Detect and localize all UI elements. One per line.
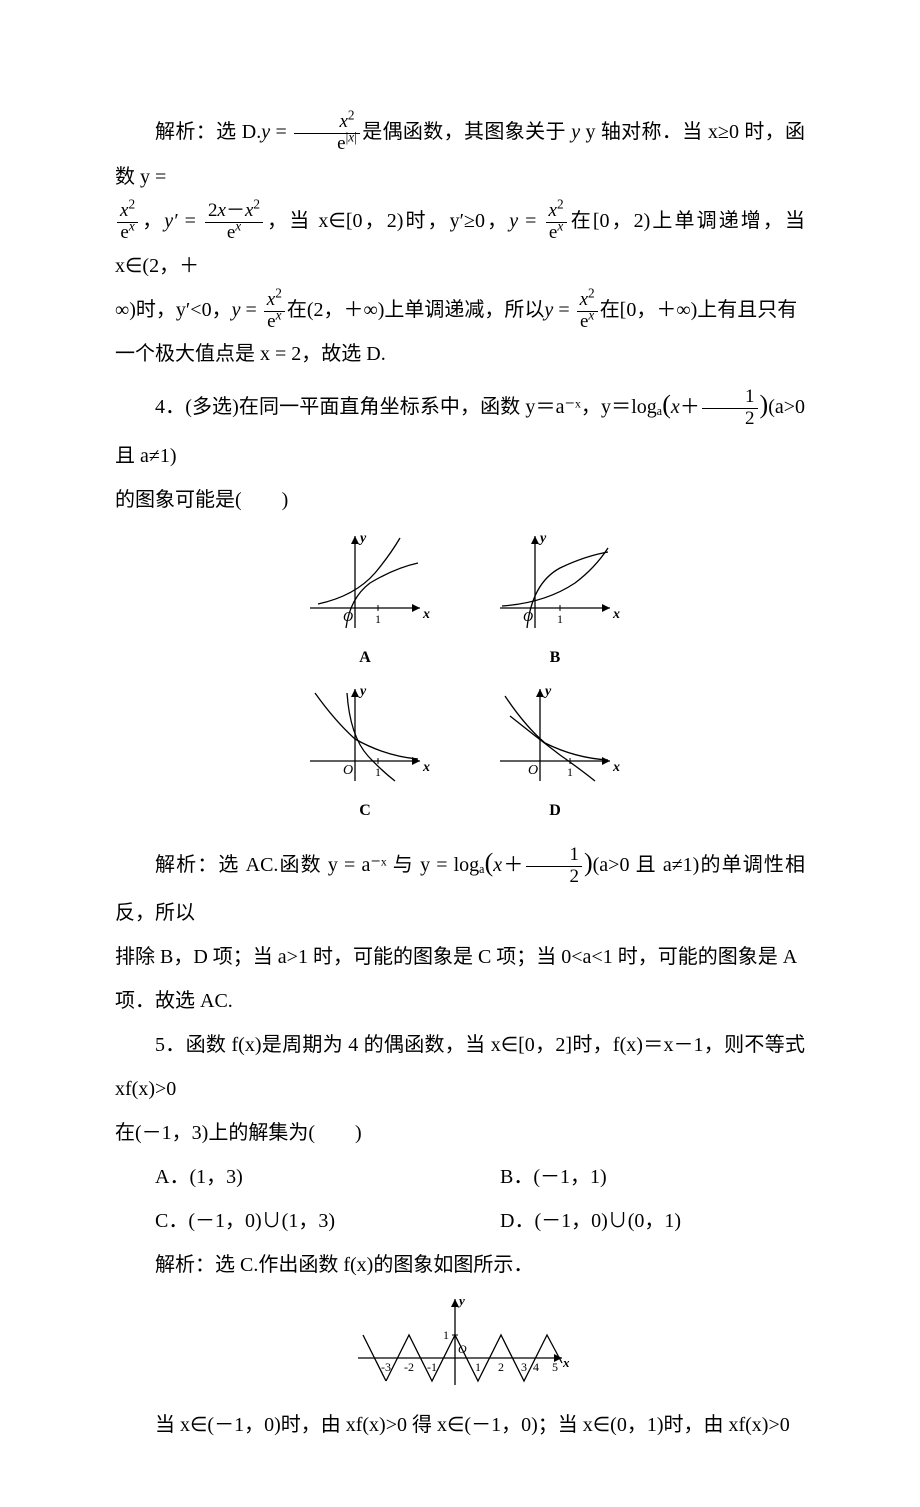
q4-analysis-line1: 解析：选 AC.函数 y = a⁻ˣ 与 y = logₐ(x＋12)(a>0 …	[115, 834, 805, 935]
svg-text:1: 1	[375, 612, 381, 626]
fraction-x2-ex-4: x2ex	[577, 290, 598, 333]
q5-analysis-prefix: 解析：选 C.	[155, 1254, 258, 1276]
q3-analysis-line4: 一个极大值点是 x = 2，故选 D.	[115, 332, 805, 376]
q5-stem-line1: 5．函数 f(x)是周期为 4 的偶函数，当 x∈[0，2]时，f(x)＝x－1…	[115, 1023, 805, 1111]
svg-text:5: 5	[552, 1360, 558, 1374]
q3-analysis-prefix: 解析：选 D.	[155, 121, 261, 143]
q5-stem-line2: 在(－1，3)上的解集为( )	[115, 1111, 805, 1155]
svg-text:y: y	[543, 684, 552, 699]
svg-text:-2: -2	[404, 1360, 414, 1374]
svg-text:O: O	[528, 763, 538, 778]
fraction-deriv: 2x－x2ex	[205, 201, 263, 244]
fraction-x2-eabsx: x2 e|x|	[294, 112, 360, 155]
svg-text:1: 1	[475, 1360, 481, 1374]
q4-graph-A: O x y 1 A	[300, 528, 430, 675]
fraction-x2-ex-3: x2ex	[264, 290, 285, 333]
q4-graph-C: O x y 1 C	[300, 681, 430, 828]
svg-text:y: y	[358, 531, 367, 546]
svg-text:y: y	[457, 1293, 465, 1308]
svg-text:x: x	[612, 760, 620, 775]
q5-analysis-line2: 当 x∈(－1，0)时，由 xf(x)>0 得 x∈(－1，0)；当 x∈(0，…	[115, 1403, 805, 1447]
svg-text:1: 1	[557, 612, 563, 626]
q4-analysis-line2: 排除 B，D 项；当 a>1 时，可能的图象是 C 项；当 0<a<1 时，可能…	[115, 935, 805, 979]
q3-analysis-line3: ∞)时，y′<0，y = x2ex 在(2，＋∞)上单调递减，所以y = x2e…	[115, 288, 805, 333]
q4-analysis-prefix: 解析：选 AC.	[155, 854, 278, 876]
svg-text:y: y	[358, 684, 367, 699]
svg-text:x: x	[562, 1355, 570, 1370]
fraction-x2-ex-2: x2ex	[546, 201, 567, 244]
fraction-half-1: 12	[702, 387, 758, 430]
q5-option-B: B．(－1，1)	[460, 1155, 805, 1199]
q5-option-A: A．(1，3)	[115, 1155, 460, 1199]
q4-graph-B: O x y 1 B	[490, 528, 620, 675]
q5-label: 5．	[155, 1034, 186, 1056]
q4-label: 4．(多选)	[155, 396, 239, 418]
svg-text:y: y	[538, 531, 547, 546]
q5-analysis-line1: 解析：选 C.作出函数 f(x)的图象如图所示．	[115, 1243, 805, 1287]
page: 解析：选 D.y = x2 e|x| 是偶函数，其图象关于 y y 轴对称．当 …	[0, 0, 920, 1507]
q5-graph: y x O 1 -3 -2 -1 1 2 3 4 5	[115, 1293, 805, 1393]
q3-analysis-line1: 解析：选 D.y = x2 e|x| 是偶函数，其图象关于 y y 轴对称．当 …	[115, 110, 805, 199]
svg-text:1: 1	[443, 1328, 449, 1342]
svg-text:2: 2	[498, 1360, 504, 1374]
svg-text:-3: -3	[381, 1360, 391, 1374]
svg-text:x: x	[422, 607, 430, 622]
svg-text:3: 3	[521, 1360, 527, 1374]
fraction-half-2: 12	[526, 845, 582, 888]
q4-figure-row-1: O x y 1 A O x y 1	[115, 528, 805, 675]
svg-text:-1: -1	[427, 1360, 437, 1374]
q5-option-D: D．(－1，0)∪(0，1)	[460, 1199, 805, 1243]
q5-option-C: C．(－1，0)∪(1，3)	[115, 1199, 460, 1243]
q3-analysis-line2: x2ex ，y′ = 2x－x2ex ，当 x∈[0，2)时，y′≥0，y = …	[115, 199, 805, 288]
q5-options: A．(1，3) B．(－1，1) C．(－1，0)∪(1，3) D．(－1，0)…	[115, 1155, 805, 1243]
q4-stem-line1: 4．(多选)在同一平面直角坐标系中，函数 y＝a⁻ˣ，y＝logₐ(x＋12)(…	[115, 376, 805, 477]
svg-text:1: 1	[567, 765, 573, 779]
svg-text:x: x	[612, 607, 620, 622]
q4-analysis-line3: 项．故选 AC.	[115, 979, 805, 1023]
q3-text-1: 是偶函数，其图象关于	[362, 121, 566, 143]
svg-text:x: x	[422, 760, 430, 775]
svg-text:O: O	[343, 763, 353, 778]
q4-stem-line2: 的图象可能是( )	[115, 478, 805, 522]
q4-graph-D: O x y 1 D	[490, 681, 620, 828]
fraction-x2-ex-1: x2ex	[117, 201, 138, 244]
q4-figure-row-2: O x y 1 C O x y 1	[115, 681, 805, 828]
